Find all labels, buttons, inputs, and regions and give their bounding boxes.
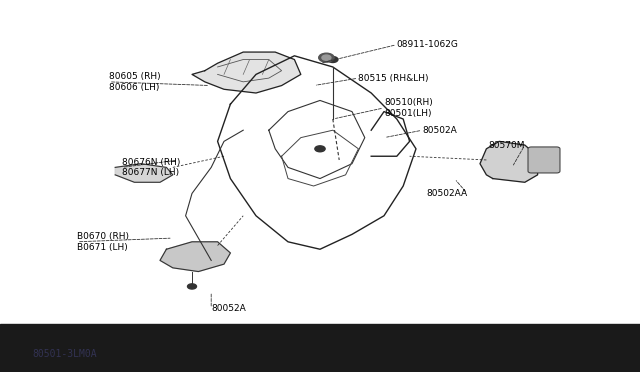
Circle shape bbox=[322, 55, 331, 60]
Text: 80676N (RH)
80677N (LH): 80676N (RH) 80677N (LH) bbox=[122, 158, 180, 177]
Text: B0670 (RH)
B0671 (LH): B0670 (RH) B0671 (LH) bbox=[77, 232, 129, 251]
Polygon shape bbox=[192, 52, 301, 93]
Text: 80502AA: 80502AA bbox=[426, 189, 467, 198]
Text: 80502A: 80502A bbox=[422, 126, 457, 135]
Text: 80052A: 80052A bbox=[211, 304, 246, 313]
Text: 80510(RH)
80501(LH): 80510(RH) 80501(LH) bbox=[384, 98, 433, 118]
Text: 80570M: 80570M bbox=[488, 141, 525, 150]
Polygon shape bbox=[480, 141, 538, 182]
Polygon shape bbox=[115, 164, 173, 182]
Polygon shape bbox=[160, 242, 230, 272]
Bar bbox=[0, 324, 640, 372]
Text: 80515 (RH&LH): 80515 (RH&LH) bbox=[358, 74, 429, 83]
Text: 80605 (RH)
80606 (LH): 80605 (RH) 80606 (LH) bbox=[109, 72, 161, 92]
Circle shape bbox=[328, 57, 338, 62]
Text: 08911-1062G: 08911-1062G bbox=[397, 40, 459, 49]
Circle shape bbox=[315, 146, 325, 152]
FancyBboxPatch shape bbox=[528, 147, 560, 173]
Text: 80501-3LM0A: 80501-3LM0A bbox=[32, 349, 97, 359]
Circle shape bbox=[319, 53, 334, 62]
Circle shape bbox=[188, 284, 196, 289]
